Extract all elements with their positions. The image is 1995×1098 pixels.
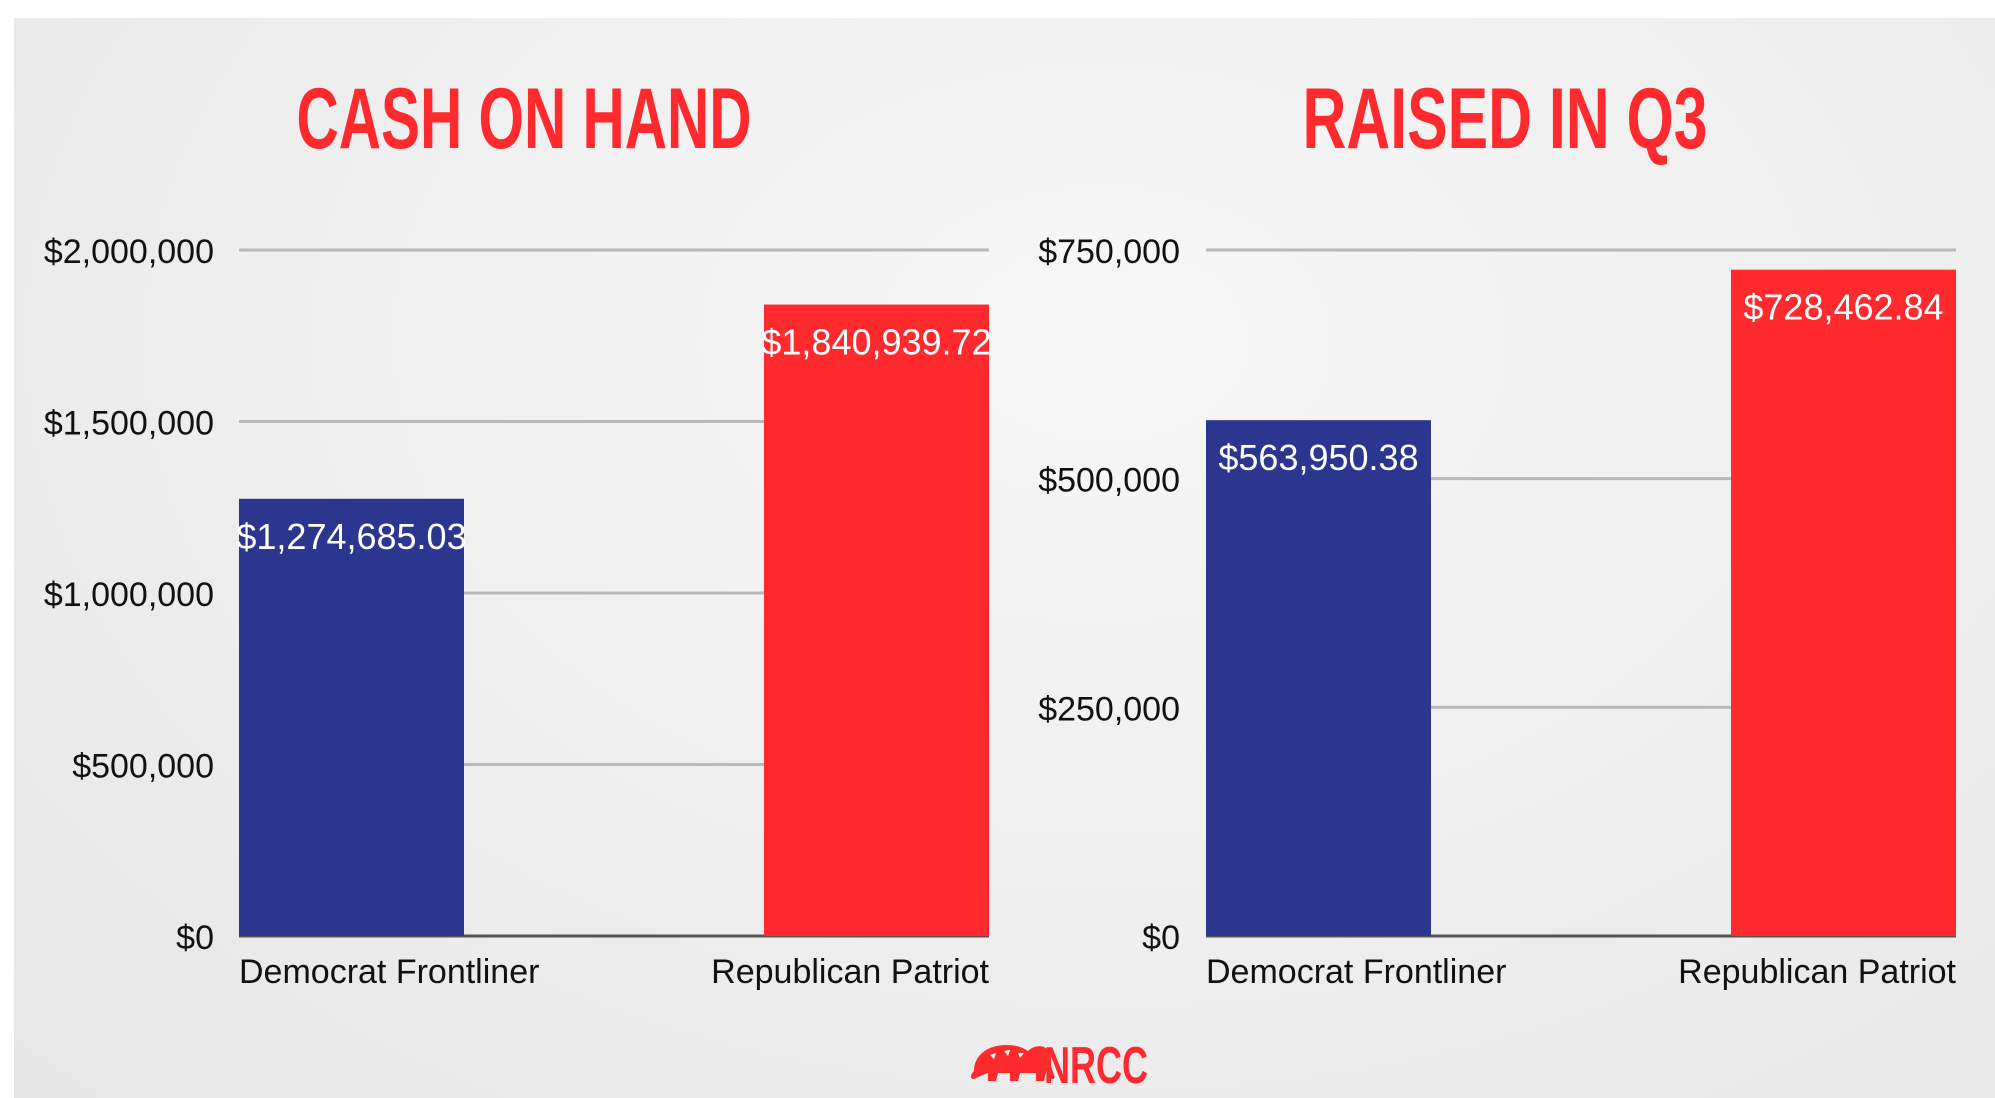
logo-text: NRCC: [1044, 1037, 1148, 1095]
cash-on-hand-chart: CASH ON HAND $0 $500,000 $1,000,000 $1,500,…: [44, 71, 992, 991]
charts-svg: CASH ON HAND $0 $500,000 $1,000,000 $1,500,…: [44, 71, 1957, 1095]
y-tick-label: $500,000: [1038, 462, 1180, 500]
category-label: Democrat Frontliner: [1206, 953, 1506, 991]
bar: [1731, 269, 1956, 936]
bar: [764, 304, 989, 936]
data-label: $1,840,939.72: [761, 322, 991, 363]
category-label: Republican Patriot: [711, 953, 989, 991]
data-label: $728,462.84: [1743, 287, 1943, 328]
category-label: Democrat Frontliner: [239, 953, 539, 991]
data-label: $1,274,685.03: [236, 516, 466, 557]
y-tick-label: $1,000,000: [44, 576, 214, 614]
bar: [239, 498, 464, 936]
chart-title: RAISED IN Q3: [1303, 71, 1708, 167]
chart-title: CASH ON HAND: [297, 71, 752, 167]
elephant-icon: [971, 1045, 1055, 1081]
y-tick-label: $750,000: [1038, 233, 1180, 271]
data-label: $563,950.38: [1218, 437, 1418, 478]
infographic-canvas: CASH ON HAND $0 $500,000 $1,000,000 $1,500,…: [14, 18, 1995, 1098]
nrcc-logo: NRCC: [971, 1037, 1148, 1095]
y-tick-label: $250,000: [1038, 690, 1180, 728]
y-tick-label: $500,000: [72, 748, 214, 786]
y-tick-label: $1,500,000: [44, 405, 214, 443]
raised-in-q3-chart: RAISED IN Q3 $0$250,000$500,000$750,000 …: [1038, 71, 1956, 991]
y-tick-label: $0: [176, 919, 214, 957]
y-tick-label: $0: [1142, 919, 1180, 957]
y-tick-label: $2,000,000: [44, 233, 214, 271]
category-label: Republican Patriot: [1678, 953, 1956, 991]
bar: [1206, 420, 1431, 936]
